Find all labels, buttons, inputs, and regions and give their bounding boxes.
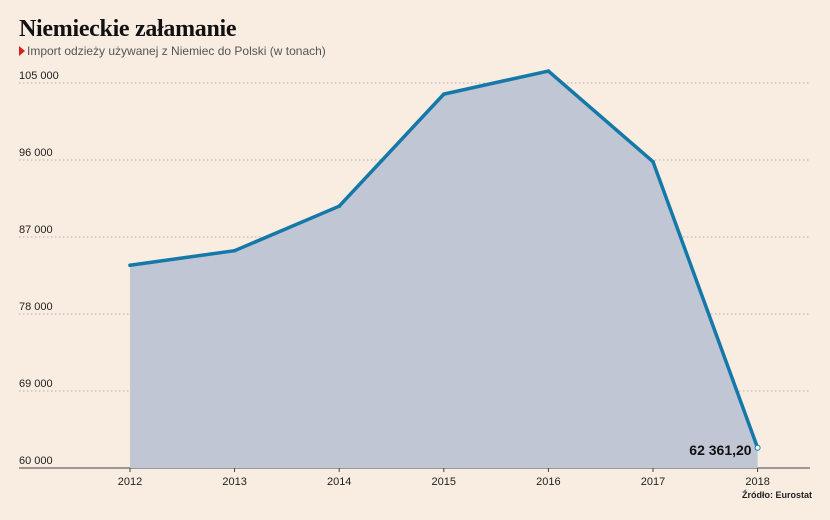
x-axis: 2012 2013 2014 2015 2016 2017 2018: [118, 468, 770, 488]
y-tick-label: 105 000: [19, 70, 59, 82]
last-point-marker: [754, 444, 761, 451]
subtitle-text: Import odzieży używanej z Niemiec do Pol…: [27, 44, 326, 58]
data-point: [442, 92, 446, 96]
chart-title: Niemieckie załamanie: [19, 16, 237, 42]
x-tick-label: 2013: [222, 476, 246, 488]
x-tick-label: 2012: [118, 476, 142, 488]
data-point: [546, 69, 551, 73]
y-tick-label: 78 000: [19, 301, 53, 313]
x-tick-label: 2014: [327, 476, 351, 488]
data-point: [337, 204, 342, 208]
source-note: Źródło: Eurostat: [742, 490, 812, 500]
x-tick-label: 2017: [641, 476, 665, 488]
x-tick-label: 2015: [432, 476, 456, 488]
y-tick-label: 96 000: [19, 147, 53, 159]
data-label: 62 361,20: [689, 442, 751, 458]
y-tick-label: 87 000: [19, 224, 53, 236]
x-tick-label: 2016: [536, 476, 560, 488]
y-tick-label: 60 000: [19, 455, 53, 467]
x-tick-label: 2018: [745, 476, 769, 488]
data-point: [651, 159, 655, 164]
area-fill: [130, 71, 758, 469]
red-triangle-icon: [19, 46, 25, 56]
data-labels: 62 361,20: [689, 442, 751, 458]
data-point: [232, 248, 237, 253]
area-layer: [128, 69, 761, 469]
y-axis: 60 000 69 000 78 000 87 000 96 000 105 000: [19, 70, 59, 467]
chart-subtitle: Import odzieży używanej z Niemiec do Pol…: [19, 44, 326, 58]
y-tick-label: 69 000: [19, 378, 53, 390]
data-point: [128, 263, 132, 268]
